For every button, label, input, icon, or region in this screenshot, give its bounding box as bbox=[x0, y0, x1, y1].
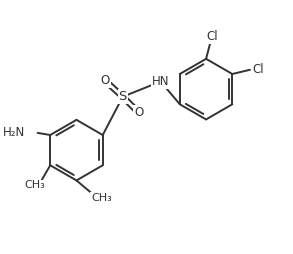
Text: O: O bbox=[134, 106, 143, 119]
Text: Cl: Cl bbox=[207, 30, 218, 43]
Text: Cl: Cl bbox=[253, 63, 264, 76]
Text: O: O bbox=[100, 74, 110, 87]
Text: H₂N: H₂N bbox=[3, 126, 25, 139]
Text: S: S bbox=[119, 90, 127, 103]
Text: CH₃: CH₃ bbox=[91, 193, 112, 203]
Text: CH₃: CH₃ bbox=[24, 181, 45, 190]
Text: HN: HN bbox=[152, 75, 169, 88]
